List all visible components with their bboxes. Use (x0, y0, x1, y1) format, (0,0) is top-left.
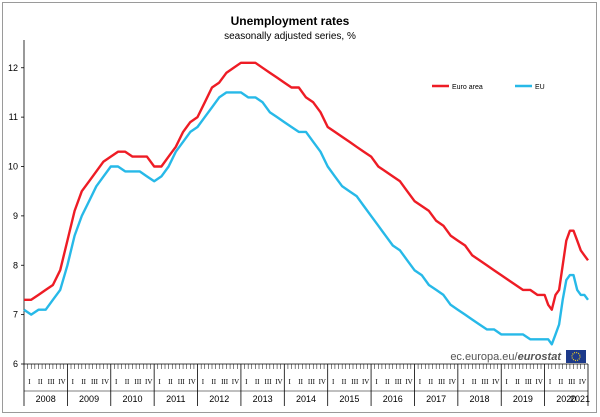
x-quarter-label: III (265, 378, 273, 386)
x-quarter-label: I (202, 378, 205, 386)
x-year-label: 2012 (209, 394, 229, 404)
x-quarter-label: I (375, 378, 378, 386)
x-year-label: 2015 (339, 394, 359, 404)
x-quarter-label: IV (405, 378, 412, 386)
x-quarter-label: III (568, 378, 576, 386)
x-quarter-label: III (221, 378, 229, 386)
x-quarter-label: I (72, 378, 75, 386)
x-year-label: 2013 (253, 394, 273, 404)
x-quarter-label: IV (319, 378, 326, 386)
y-tick-label: 11 (9, 112, 18, 122)
x-quarter-label: IV (102, 378, 109, 386)
x-quarter-label: I (115, 378, 118, 386)
legend-label-euro-area: Euro area (452, 84, 483, 91)
x-quarter-label: IV (58, 378, 65, 386)
x-quarter-label: II (428, 378, 433, 386)
source-prefix: ec.europa.eu/ (450, 351, 518, 363)
x-year-label: 2020 (556, 394, 576, 404)
y-tick-label: 9 (13, 211, 18, 221)
x-year-label: 2018 (470, 394, 490, 404)
x-quarter-label: I (245, 378, 248, 386)
source-note: ec.europa.eu/eurostat (450, 350, 586, 363)
x-quarter-label: III (438, 378, 446, 386)
series-line-euro-area (24, 61, 589, 311)
x-year-label: 2010 (122, 394, 142, 404)
x-quarter-label: I (158, 378, 161, 386)
x-axis: I II III IV I II III IV I II III IV I II III IV I II III IV… (23, 363, 590, 406)
x-quarter-label: IV (579, 378, 586, 386)
x-quarter-label: III (525, 378, 533, 386)
x-quarter-label: II (342, 378, 347, 386)
x-quarter-label: II (385, 378, 390, 386)
x-quarter-label: I (289, 378, 292, 386)
x-quarter-label: III (351, 378, 359, 386)
y-axis: 6 7 8 9 10 11 12 (8, 40, 25, 369)
x-quarter-label: II (211, 378, 216, 386)
eu-flag-icon (566, 350, 586, 363)
x-quarter-label: II (472, 378, 477, 386)
series-line-eu (23, 91, 589, 346)
legend-label-eu: EU (535, 84, 545, 91)
x-quarter-label: IV (492, 378, 499, 386)
x-quarter-label: II (38, 378, 43, 386)
x-quarter-label: III (308, 378, 316, 386)
legend: Euro area EU (432, 84, 545, 91)
y-tick-label: 7 (13, 310, 18, 320)
source-brand: eurostat (518, 351, 563, 363)
x-year-label: 2016 (383, 394, 403, 404)
x-quarter-label: III (395, 378, 403, 386)
x-year-label: 2017 (426, 394, 446, 404)
y-tick-label: 6 (13, 359, 18, 369)
x-quarter-label: III (48, 378, 56, 386)
x-year-label: 2019 (513, 394, 533, 404)
x-quarter-label: II (559, 378, 564, 386)
x-quarter-label: IV (145, 378, 152, 386)
x-quarter-label: IV (362, 378, 369, 386)
x-quarter-label: I (332, 378, 335, 386)
x-quarter-label: IV (188, 378, 195, 386)
x-quarter-label: II (168, 378, 173, 386)
x-quarter-label: IV (535, 378, 542, 386)
y-tick-label: 8 (13, 260, 18, 270)
x-year-label: 2009 (79, 394, 99, 404)
series-layer (23, 61, 589, 346)
source-url: ec.europa.eu/eurostat (450, 351, 562, 363)
chart-subtitle: seasonally adjusted series, % (224, 31, 356, 42)
x-quarter-label: I (419, 378, 422, 386)
chart-frame (2, 2, 597, 413)
x-quarter-label: II (515, 378, 520, 386)
y-tick-label: 10 (8, 162, 18, 172)
x-quarter-label: I (28, 378, 31, 386)
x-quarter-label: IV (275, 378, 282, 386)
x-quarter-label: I (549, 378, 552, 386)
x-quarter-label: III (91, 378, 99, 386)
x-year-label: 2021 (570, 394, 590, 404)
x-year-label: 2014 (296, 394, 316, 404)
x-quarter-label: I (505, 378, 508, 386)
x-year-label: 2011 (166, 394, 185, 404)
x-quarter-label: IV (449, 378, 456, 386)
x-quarter-label: III (134, 378, 142, 386)
x-quarter-label: IV (232, 378, 239, 386)
y-tick-label: 12 (8, 63, 18, 73)
x-quarter-label: II (125, 378, 130, 386)
x-year-label: 2008 (36, 394, 56, 404)
x-quarter-label: I (462, 378, 465, 386)
x-quarter-label: III (178, 378, 186, 386)
x-quarter-label: III (481, 378, 489, 386)
x-quarter-label: II (298, 378, 303, 386)
x-quarter-label: II (255, 378, 260, 386)
chart-title: Unemployment rates (231, 14, 350, 28)
x-quarter-label: II (81, 378, 86, 386)
